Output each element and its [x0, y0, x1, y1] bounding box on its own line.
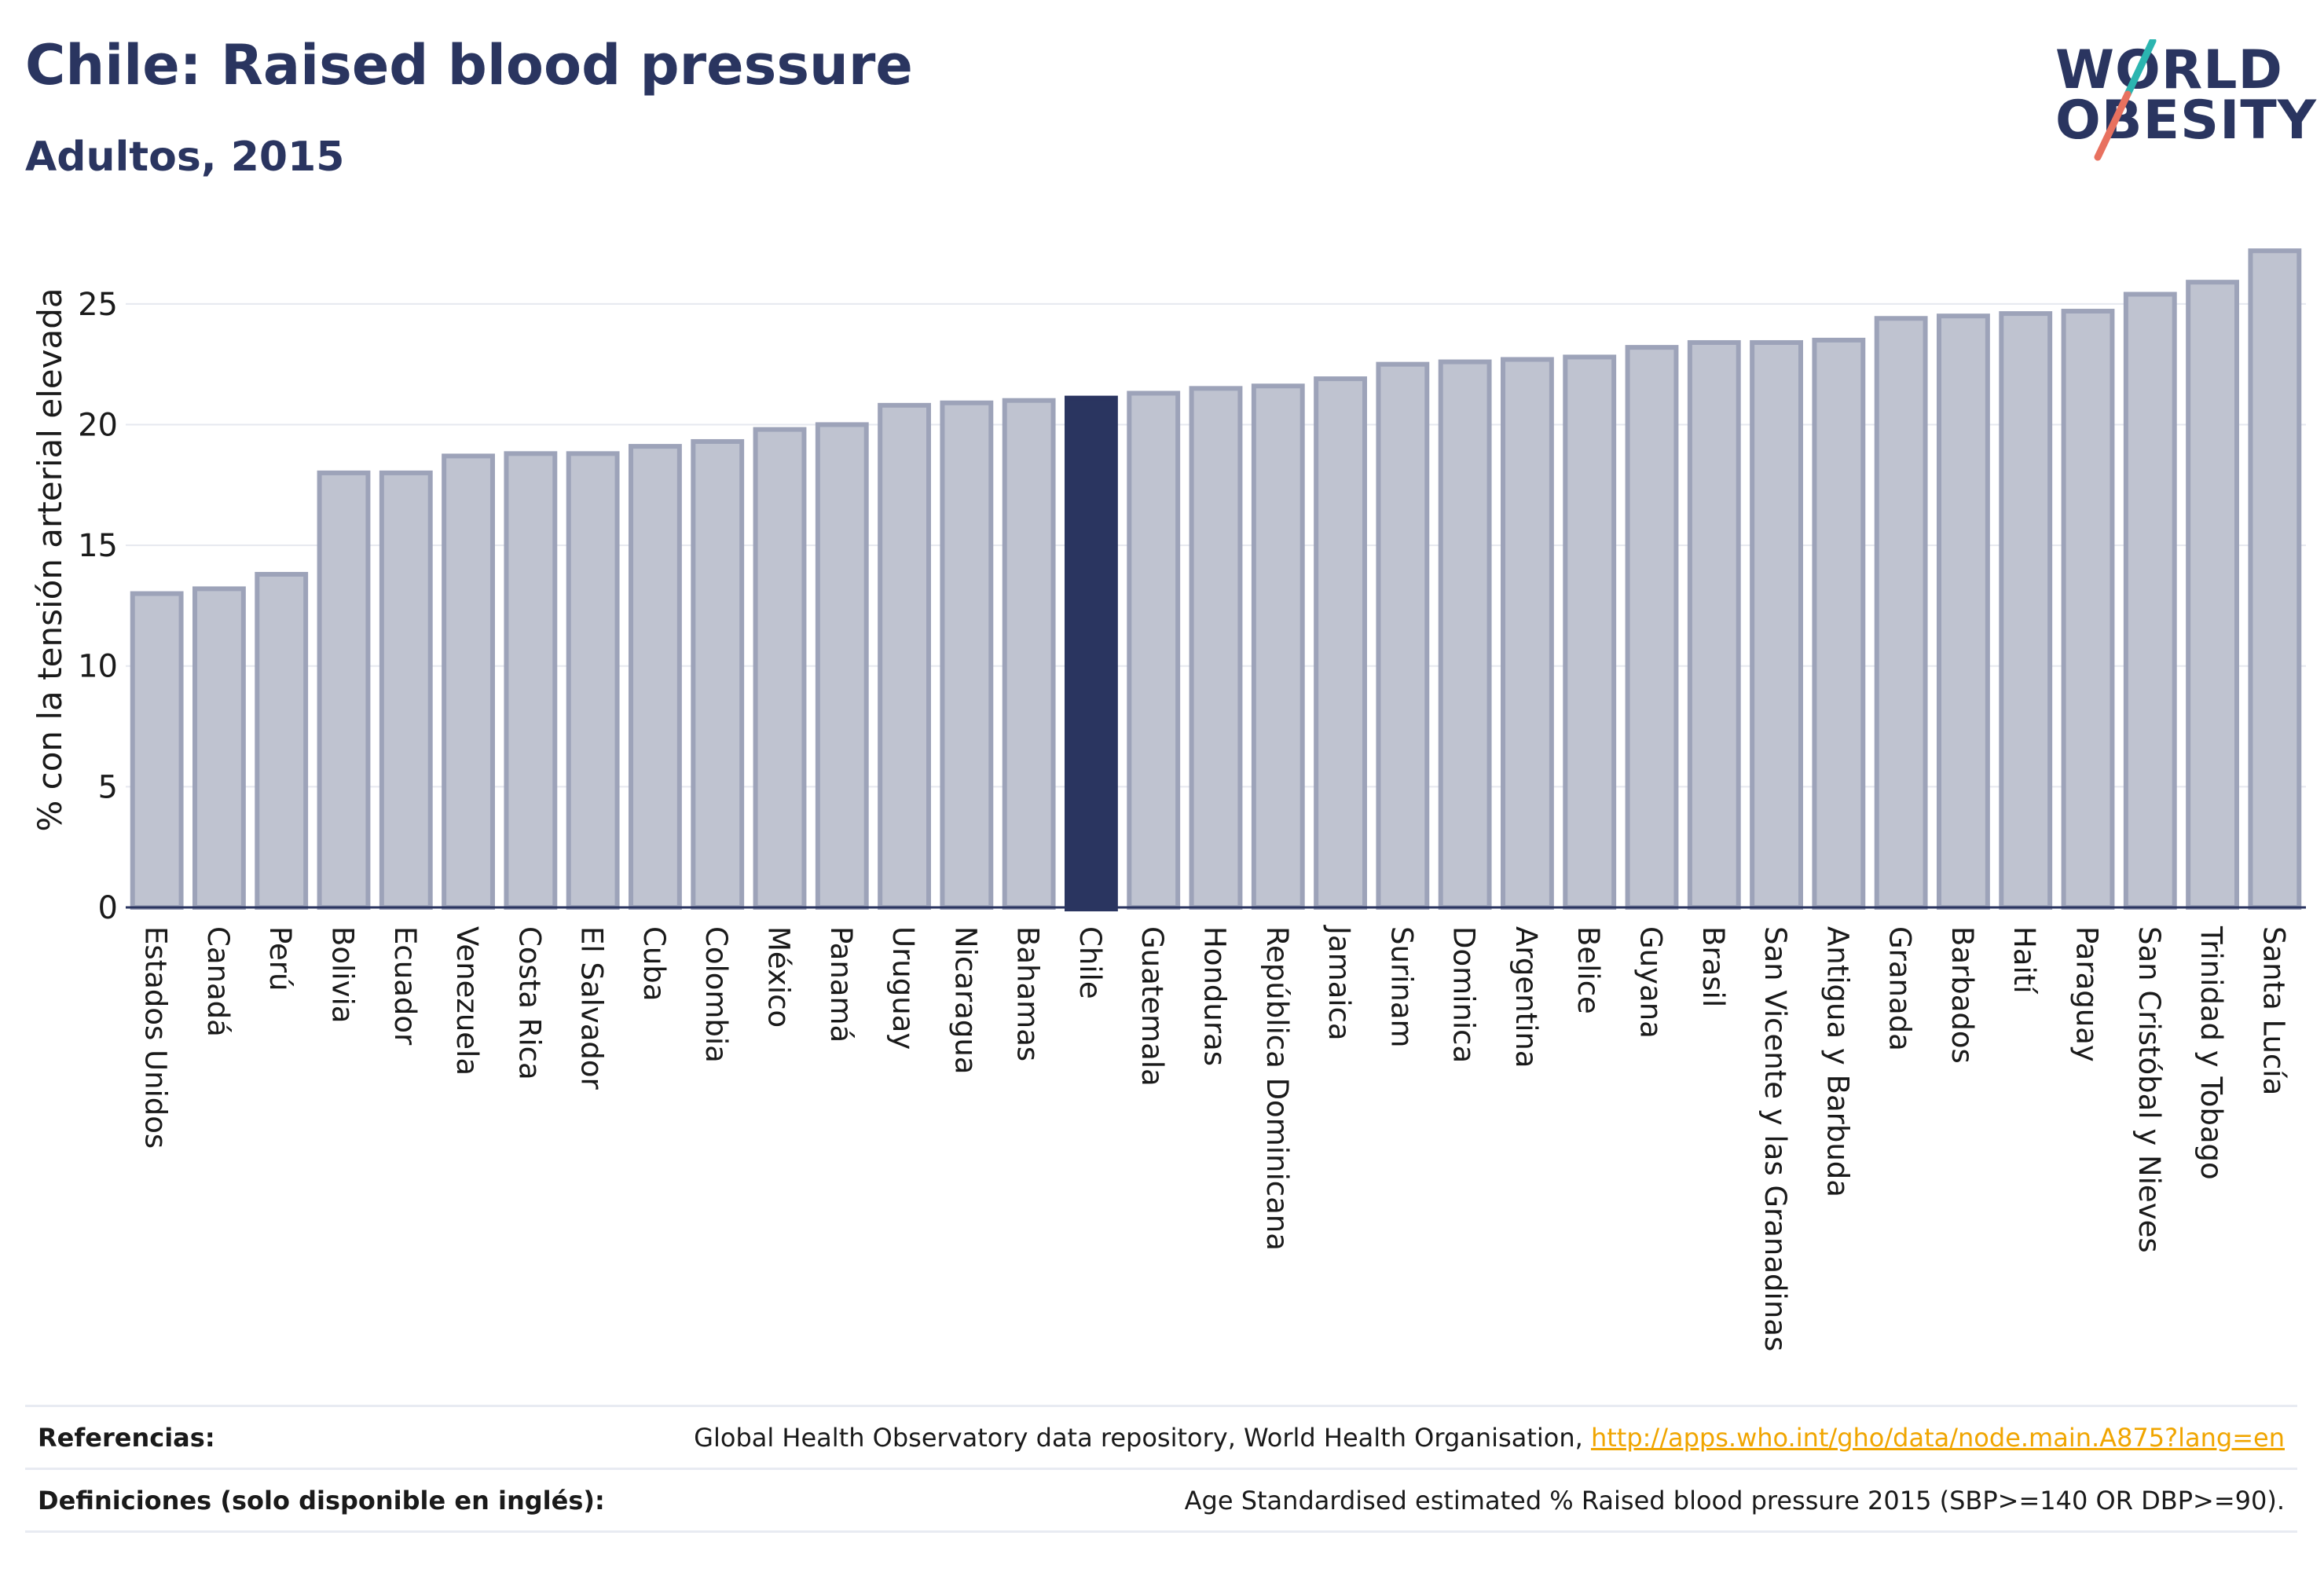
bar-panamá[interactable] [815, 422, 869, 910]
x-tick-label: Dominica [1447, 926, 1481, 1063]
x-tick-label: El Salvador [575, 926, 609, 1090]
bar-san-vicente-y-las-granadinas[interactable] [1750, 339, 1803, 910]
y-tick-label: 15 [78, 528, 118, 564]
bar-trinidad-y-tobago[interactable] [2186, 280, 2239, 910]
bar-guatemala[interactable] [1127, 390, 1181, 910]
x-tick-label: Uruguay [886, 926, 920, 1050]
bar-chart: 0 5 10 15 20 25 Estados Unidos Canadá Perú Boliv… [31, 248, 2306, 1351]
y-tick-label: 20 [78, 407, 118, 443]
x-tick-label: Santa Lucía [2256, 926, 2290, 1095]
bar-el-salvador[interactable] [566, 451, 620, 910]
y-tick-label: 10 [78, 649, 118, 685]
y-axis-ticks: 0 5 10 15 20 25 [78, 287, 118, 926]
logo-line-2: OBESITY [2055, 90, 2317, 152]
bar-república-dominicana[interactable] [1251, 383, 1305, 911]
x-tick-label: Granada [1883, 926, 1917, 1051]
bar-barbados[interactable] [1937, 313, 1990, 910]
footer-divider [25, 1530, 2297, 1533]
x-tick-label: Haití [2007, 926, 2041, 995]
bars [130, 248, 2302, 911]
x-axis-ticks: Estados Unidos Canadá Perú Bolivia Ecuador Ve… [139, 925, 2291, 1351]
references-text: Global Health Observatory data repositor… [694, 1423, 1591, 1453]
bar-colombia[interactable] [691, 438, 745, 910]
x-tick-label: Panamá [824, 926, 858, 1043]
x-tick-label: Guatemala [1135, 926, 1169, 1087]
logo-line-1: WORLD [2055, 39, 2283, 101]
x-tick-label: Paraguay [2070, 926, 2104, 1062]
x-tick-label: Estados Unidos [139, 926, 173, 1149]
x-tick-label: Chile [1073, 926, 1107, 999]
chart-subtitle: Adultos, 2015 [25, 134, 345, 181]
bar-argentina[interactable] [1501, 357, 1554, 910]
bar-chile[interactable] [1065, 395, 1118, 911]
references-label: Referencias: [38, 1423, 215, 1453]
y-tick-label: 25 [78, 287, 118, 323]
bar-dominica[interactable] [1438, 359, 1492, 910]
definitions-text: Age Standardised estimated % Raised bloo… [1184, 1486, 2285, 1516]
y-tick-label: 0 [98, 890, 118, 926]
x-tick-label: Brasil [1696, 926, 1730, 1007]
x-tick-label: Canadá [201, 926, 235, 1037]
bar-guyana[interactable] [1625, 345, 1679, 910]
x-tick-label: Antigua y Barbuda [1820, 926, 1854, 1197]
world-obesity-logo: WORLD OBESITY [2043, 39, 2316, 165]
bar-antigua-y-barbuda[interactable] [1812, 337, 1866, 910]
x-tick-label: Perú [263, 926, 297, 991]
x-tick-label: Venezuela [450, 926, 484, 1076]
bar-estados-unidos[interactable] [130, 591, 184, 911]
bar-granada[interactable] [1874, 316, 1928, 911]
x-tick-label: Surinam [1384, 926, 1418, 1048]
x-tick-label: Ecuador [388, 926, 422, 1046]
x-tick-label: Costa Rica [512, 926, 546, 1080]
bar-honduras[interactable] [1189, 386, 1243, 910]
bar-méxico[interactable] [753, 427, 807, 910]
x-tick-label: Colombia [699, 926, 733, 1063]
x-tick-label: Barbados [1945, 926, 1979, 1064]
bar-uruguay[interactable] [878, 402, 931, 910]
x-tick-label: Belice [1571, 926, 1605, 1014]
x-tick-label: Bolivia [326, 926, 360, 1023]
definitions-label: Definiciones (solo disponible en inglés)… [38, 1486, 605, 1516]
bar-surinam[interactable] [1376, 361, 1430, 910]
x-tick-label: Argentina [1509, 926, 1543, 1068]
definitions-row: Definiciones (solo disponible en inglés)… [25, 1468, 2297, 1533]
bar-ecuador[interactable] [379, 470, 433, 910]
x-tick-label: Guyana [1634, 926, 1668, 1039]
bar-san-cristóbal-y-nieves[interactable] [2123, 291, 2177, 910]
x-tick-label: Honduras [1198, 926, 1232, 1066]
bar-bolivia[interactable] [317, 470, 371, 910]
bar-jamaica[interactable] [1314, 376, 1367, 910]
bar-canadá[interactable] [192, 586, 246, 911]
x-tick-label: Cuba [637, 926, 671, 1001]
bar-paraguay[interactable] [2061, 309, 2115, 910]
bar-bahamas[interactable] [1002, 398, 1056, 910]
y-tick-label: 5 [98, 769, 118, 805]
x-tick-label: República Dominicana [1260, 926, 1294, 1251]
chart-title: Chile: Raised blood pressure [25, 33, 913, 97]
bar-haití[interactable] [1999, 311, 2053, 911]
bar-brasil[interactable] [1687, 339, 1741, 910]
x-tick-label: México [762, 926, 796, 1028]
bar-perú[interactable] [255, 571, 309, 910]
x-tick-label: Jamaica [1322, 925, 1356, 1041]
bar-costa-rica[interactable] [504, 451, 558, 910]
references-link[interactable]: http://apps.who.int/gho/data/node.main.A… [1590, 1423, 2285, 1453]
bar-belice[interactable] [1563, 354, 1617, 911]
references-row: Referencias: Global Health Observatory d… [25, 1405, 2297, 1470]
bar-nicaragua[interactable] [940, 400, 994, 910]
bar-cuba[interactable] [629, 444, 682, 910]
logo-slash-icon [2094, 39, 2157, 161]
x-tick-label: Nicaragua [948, 926, 982, 1074]
bar-venezuela[interactable] [442, 453, 495, 910]
references-value: Global Health Observatory data repositor… [694, 1423, 2285, 1453]
y-axis-label: % con la tensión arterial elevada [31, 288, 69, 831]
x-tick-label: San Cristóbal y Nieves [2132, 926, 2166, 1253]
x-tick-label: San Vicente y las Granadinas [1758, 926, 1792, 1351]
x-tick-label: Bahamas [1011, 926, 1045, 1061]
bar-santa-lucía[interactable] [2248, 248, 2302, 910]
x-tick-label: Trinidad y Tobago [2194, 925, 2228, 1180]
